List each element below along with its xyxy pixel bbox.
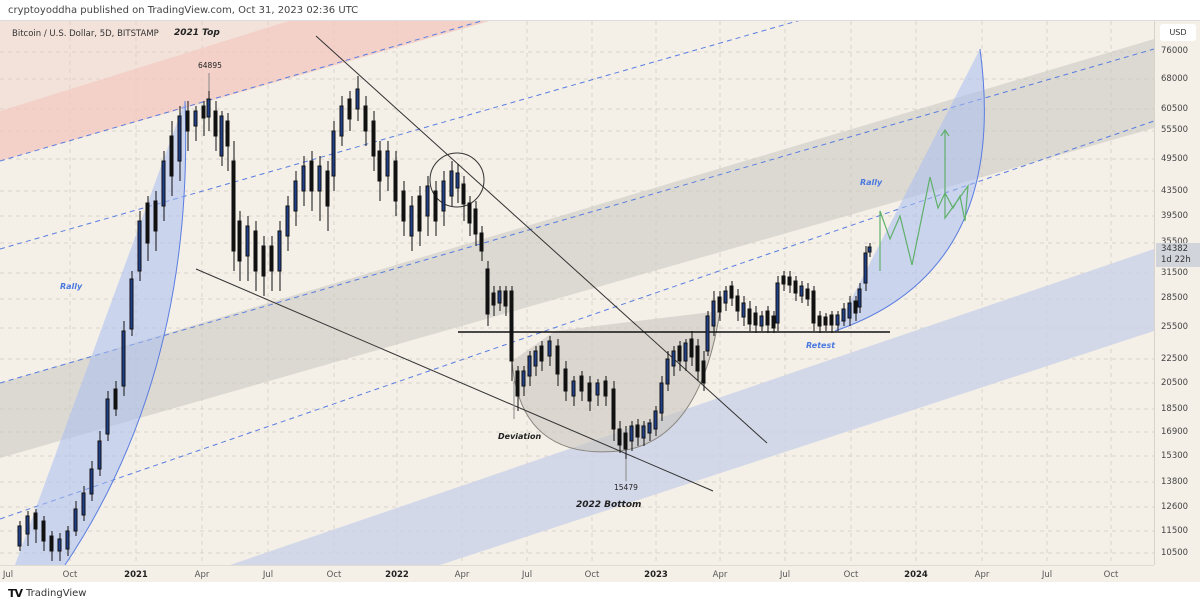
price-axis[interactable]: USD 76000 68000 60500 55500 49500 43500 … — [1154, 21, 1200, 565]
x-tick: 2023 — [644, 570, 668, 580]
x-tick: Oct — [1103, 570, 1119, 580]
x-tick: Jul — [2, 570, 14, 580]
price-plot[interactable] — [0, 21, 1154, 565]
y-tick: 35500 — [1161, 237, 1189, 247]
cup-shape — [512, 311, 720, 452]
x-tick: Apr — [194, 570, 210, 580]
lower-wedge-line — [195, 268, 714, 492]
y-tick: 11500 — [1161, 526, 1189, 536]
y-tick: 39500 — [1161, 211, 1189, 221]
grey-channel — [0, 39, 1154, 458]
x-tick: Apr — [712, 570, 728, 580]
x-tick: 2022 — [385, 570, 409, 580]
x-tick: Apr — [454, 570, 470, 580]
annotation-peak-value: 64895 — [198, 61, 222, 70]
candles — [17, 76, 872, 561]
y-tick: 68000 — [1161, 74, 1189, 84]
y-tick: 13800 — [1161, 477, 1189, 487]
red-channel — [0, 21, 490, 161]
x-tick: Apr — [974, 570, 990, 580]
projection-arrowhead — [940, 128, 950, 137]
blue-channel — [230, 249, 1154, 565]
y-tick: 18500 — [1161, 404, 1189, 414]
y-tick: 76000 — [1161, 46, 1189, 56]
x-tick: Jul — [262, 570, 274, 580]
annotation-2022-bottom: 2022 Bottom — [576, 500, 642, 510]
annotation-2021-top: 2021 Top — [174, 28, 220, 38]
rally-right-fill — [835, 49, 985, 331]
x-tick: Jul — [521, 570, 533, 580]
publish-line: cryptoyoddha published on TradingView.co… — [8, 5, 359, 16]
y-tick: 55500 — [1161, 125, 1189, 135]
tradingview-mark-icon: TV — [8, 587, 23, 600]
y-tick: 16900 — [1161, 427, 1189, 437]
projection-path — [879, 131, 969, 271]
annotation-retest: Retest — [806, 341, 836, 350]
tradingview-logo[interactable]: TV TradingView — [8, 587, 86, 600]
x-tick: Oct — [584, 570, 600, 580]
downtrend-line — [315, 35, 768, 444]
y-tick: 15300 — [1161, 451, 1189, 461]
currency-button[interactable]: USD — [1160, 24, 1196, 41]
footer: TV TradingView — [0, 582, 1200, 606]
x-tick: Oct — [843, 570, 859, 580]
rally-left-fill — [15, 101, 186, 565]
y-tick: 49500 — [1161, 154, 1189, 164]
annotation-rally-right: Rally — [860, 178, 883, 187]
y-tick: 20500 — [1161, 378, 1189, 388]
last-price: 34382 — [1161, 244, 1189, 254]
x-tick: 2024 — [904, 570, 928, 580]
x-tick: Jul — [779, 570, 791, 580]
y-tick: 22500 — [1161, 354, 1189, 364]
annotation-bottom-value: 15479 — [614, 483, 638, 492]
breakdown-circle — [429, 152, 485, 208]
tradingview-brand: TradingView — [26, 588, 87, 599]
y-tick: 12600 — [1161, 502, 1189, 512]
x-tick: Oct — [62, 570, 78, 580]
time-axis[interactable]: Jul Oct 2021 Apr Jul Oct 2022 Apr Jul Oc… — [0, 565, 1154, 583]
y-tick: 31500 — [1161, 268, 1189, 278]
y-tick: 10500 — [1161, 548, 1189, 558]
y-tick: 25500 — [1161, 322, 1189, 332]
x-tick: 2021 — [124, 570, 148, 580]
annotation-deviation: Deviation — [498, 432, 542, 441]
annotation-rally-left: Rally — [60, 282, 83, 291]
publish-header: cryptoyoddha published on TradingView.co… — [0, 0, 1200, 20]
x-tick: Jul — [1041, 570, 1053, 580]
y-tick: 28500 — [1161, 293, 1189, 303]
chart-frame[interactable]: Bitcoin / U.S. Dollar, 5D, BITSTAMP 2021… — [0, 20, 1200, 583]
y-tick: 60500 — [1161, 104, 1189, 114]
last-price-tag: 34382 1d 22h — [1156, 243, 1200, 267]
symbol-label: Bitcoin / U.S. Dollar, 5D, BITSTAMP — [12, 29, 159, 39]
y-tick: 43500 — [1161, 186, 1189, 196]
bar-countdown: 1d 22h — [1161, 255, 1191, 265]
x-tick: Oct — [326, 570, 342, 580]
